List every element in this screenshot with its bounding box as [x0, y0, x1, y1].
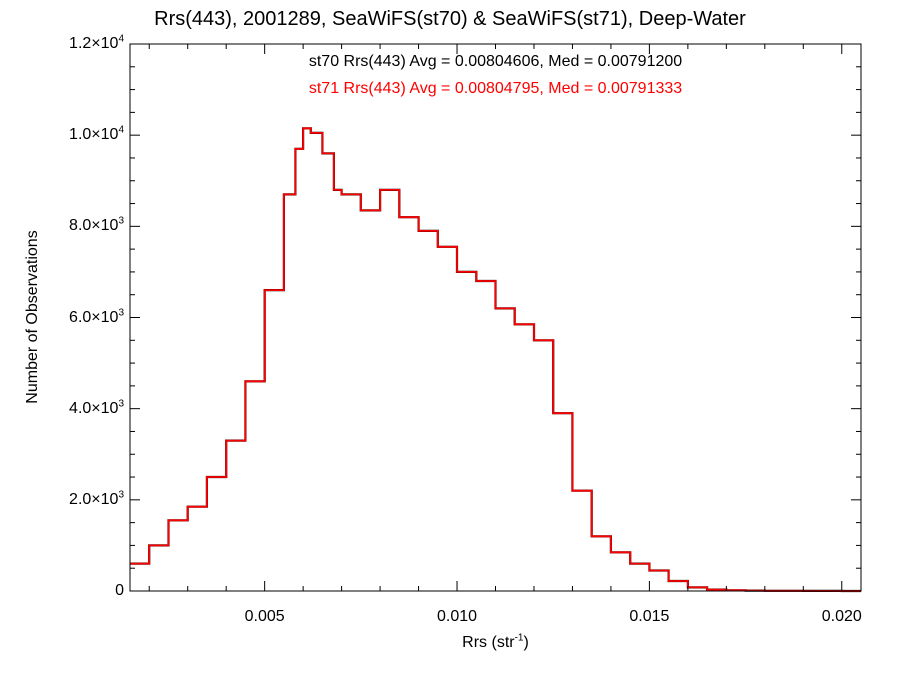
x-axis-label-text: Rrs (str — [462, 634, 515, 651]
y-axis-label: Number of Observations — [24, 230, 41, 404]
x-axis-label-sup: -1 — [514, 632, 524, 644]
annotation-st71: st71 Rrs(443) Avg = 0.00804795, Med = 0.… — [308, 80, 683, 97]
y-tick-label: 2.0×103 — [69, 489, 124, 508]
y-tick-label: 8.0×103 — [69, 216, 124, 235]
x-tick-label: 0.015 — [629, 608, 670, 625]
plot-series — [130, 127, 861, 593]
plot-frame — [129, 43, 862, 592]
plot-ticks — [130, 43, 861, 592]
x-axis-label-end: ) — [523, 634, 529, 651]
chart-title: Rrs(443), 2001289, SeaWiFS(st70) & SeaWi… — [154, 8, 746, 30]
y-tick-label: 6.0×103 — [69, 307, 124, 326]
x-tick-label: 0.020 — [821, 608, 862, 625]
y-tick-label: 0 — [115, 582, 124, 599]
y-tick-label: 4.0×103 — [69, 398, 124, 417]
y-tick-label: 1.2×104 — [69, 33, 124, 52]
x-tick-label: 0.005 — [244, 608, 285, 625]
x-tick-label: 0.010 — [436, 608, 478, 625]
series-line-st70 — [130, 127, 861, 593]
y-tick-label: 1.0×104 — [69, 124, 124, 144]
series-line-st71 — [130, 127, 861, 592]
annotation-st70: st70 Rrs(443) Avg = 0.00804606, Med = 0.… — [308, 53, 683, 70]
x-axis-label: Rrs (str-1) — [130, 632, 861, 652]
